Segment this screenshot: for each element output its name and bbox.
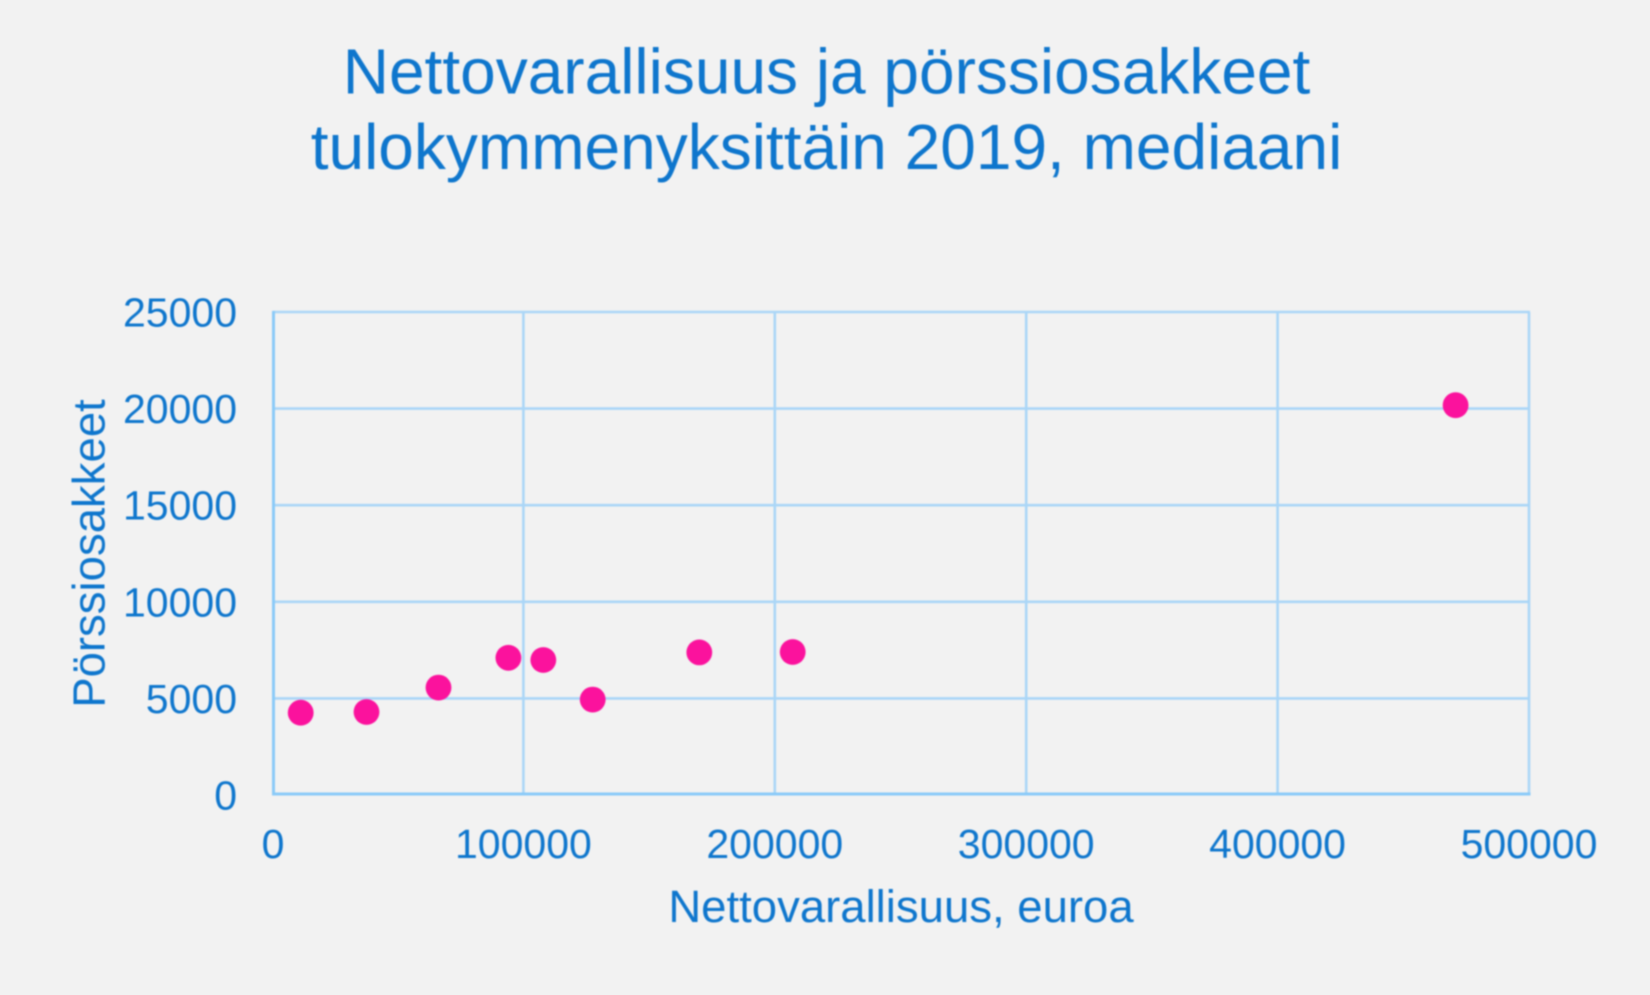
svg-text:300000: 300000 (958, 821, 1095, 867)
svg-text:25000: 25000 (123, 290, 237, 336)
svg-text:100000: 100000 (455, 821, 592, 867)
svg-text:400000: 400000 (1209, 821, 1346, 867)
svg-text:Nettovarallisuus, euroa: Nettovarallisuus, euroa (668, 881, 1134, 932)
svg-text:tulokymmenyksittäin 2019, medi: tulokymmenyksittäin 2019, mediaani (311, 111, 1343, 183)
svg-text:Nettovarallisuus ja pörssiosak: Nettovarallisuus ja pörssiosakkeet (343, 36, 1311, 108)
svg-text:15000: 15000 (123, 483, 237, 529)
svg-text:10000: 10000 (123, 579, 237, 625)
svg-text:0: 0 (262, 821, 285, 867)
svg-text:20000: 20000 (123, 386, 237, 432)
svg-text:Pörssiosakkeet: Pörssiosakkeet (64, 399, 115, 708)
svg-text:5000: 5000 (146, 676, 237, 722)
svg-text:0: 0 (214, 773, 237, 819)
svg-text:500000: 500000 (1461, 821, 1598, 867)
svg-text:200000: 200000 (706, 821, 843, 867)
